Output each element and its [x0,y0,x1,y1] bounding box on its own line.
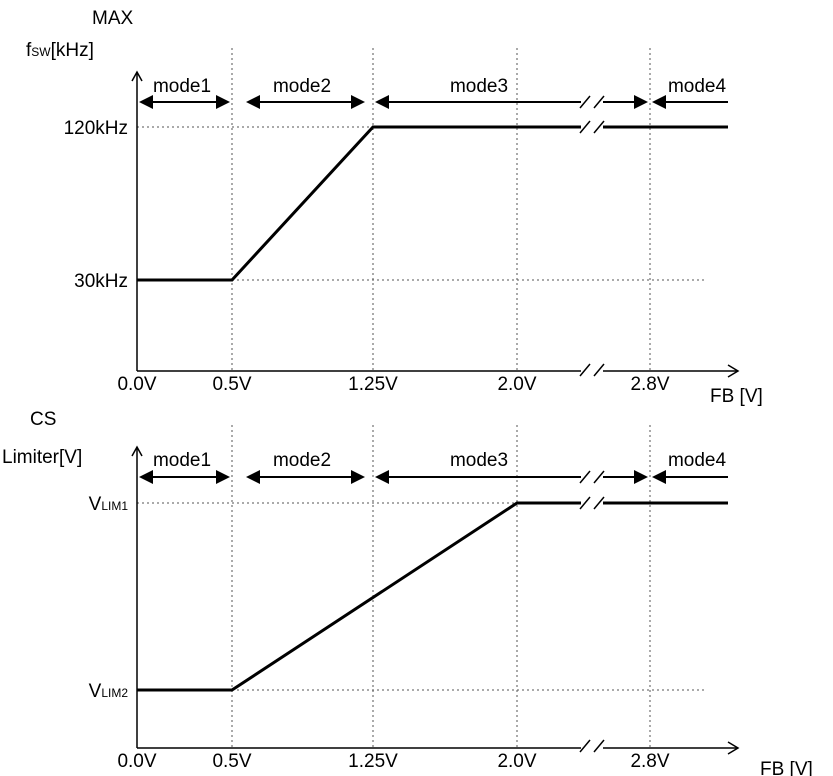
series-trace [137,501,728,692]
mode3-label: mode3 [450,450,508,471]
mode2-label: mode2 [273,76,331,97]
y-axis-label-line2: Limiter[V] [2,447,82,468]
mode2-arrow-right [351,470,365,484]
x-tick-label-2: 0.5V [212,751,251,772]
y-axis-label-sub: SW [31,45,51,59]
y-tick-label-1-main: 120kHz [64,118,128,139]
mode-arrow-break-gap [581,95,603,109]
x-axis-label: FB [V] [760,759,813,776]
x-tick-label-4: 2.0V [497,751,536,772]
x-axis-break-slash-right [593,739,605,753]
y-tick-label-2-sub: LIM2 [101,686,128,700]
panel-2: mode1 mode2 mode3 mode4 0.0V 0.5V 1.25V 2.0V 2.8… [2,409,813,776]
trace-break-slash-left [579,496,591,510]
mode1-label: mode1 [153,76,211,97]
trace-break-gap [581,120,603,134]
y-axis-label-line2: fSW[kHz] [26,40,94,61]
panel-1: mode1 mode2 mode3 mode4 0.0V 0.5V 1.25V 2.0V 2.8… [26,8,763,407]
x-axis-break-slash-right [593,363,605,377]
y-axis-label-unit: [kHz] [51,40,94,61]
y-tick-label-1-main: V [89,494,102,515]
x-axis-arrow [727,741,740,755]
x-tick-label-5: 2.8V [630,751,669,772]
series-trace [137,125,728,282]
x-tick-label-1: 0.0V [117,374,156,395]
mode3-arrow-left [375,95,389,109]
y-axis-arrow [131,445,143,457]
mode-arrow-break-slash-left [579,470,591,484]
x-tick-label-2: 0.5V [212,374,251,395]
mode1-arrow-right [216,470,230,484]
mode2-arrow-right [351,95,365,109]
y-tick-label-1: 120kHz [64,118,128,139]
x-axis-break-gap [581,363,603,377]
trace-break-slash-left [579,120,591,134]
x-tick-label-3: 1.25V [348,751,398,772]
y-tick-label-2: 30kHz [74,271,128,292]
x-axis-break-slash-left [579,363,591,377]
mode4-label: mode4 [668,450,727,471]
mode3-arrow-right [634,95,648,109]
mode-arrow-break-slash-left [579,95,591,109]
x-axis-break-gap [581,739,603,753]
y-axis-label-main: Limiter[V] [2,447,82,468]
y-tick-label-2-main: V [89,681,102,702]
trace-break-gap [581,496,603,510]
y-axis-arrow [131,70,143,82]
mode-arrow-break-gap [581,470,603,484]
mode4-arrow-left [652,470,666,484]
mode3-label: mode3 [450,76,508,97]
mode1-label: mode1 [153,450,211,471]
x-tick-label-5: 2.8V [630,374,669,395]
y-axis-label-main: f [26,40,32,61]
trace-break-slash-right [593,496,605,510]
mode2-arrow-left [246,95,260,109]
y-tick-label-1-sub: LIM1 [101,499,128,513]
mode3-arrow-right [634,470,648,484]
mode2-label: mode2 [273,450,331,471]
mode4-label: mode4 [668,76,727,97]
mode1-arrow-left [139,470,153,484]
y-tick-label-2: VLIM2 [89,681,129,702]
trace-break-slash-right [593,120,605,134]
mode4-arrow-left [652,95,666,109]
mode-arrow-break-slash-right [593,95,605,109]
x-axis-label: FB [V] [710,386,763,407]
mode2-arrow-left [246,470,260,484]
x-tick-label-4: 2.0V [497,374,536,395]
mode3-arrow-left [375,470,389,484]
x-axis-break-slash-left [579,739,591,753]
mode1-arrow-left [139,95,153,109]
mode-arrow-break-slash-right [593,470,605,484]
y-axis-label-line1: MAX [92,8,134,29]
x-tick-label-1: 0.0V [117,751,156,772]
mode1-arrow-right [216,95,230,109]
x-tick-label-3: 1.25V [348,374,398,395]
x-axis-arrow [727,364,740,378]
y-tick-label-2-main: 30kHz [74,271,128,292]
y-tick-label-1: VLIM1 [89,494,129,515]
y-axis-label-line1: CS [30,409,56,430]
